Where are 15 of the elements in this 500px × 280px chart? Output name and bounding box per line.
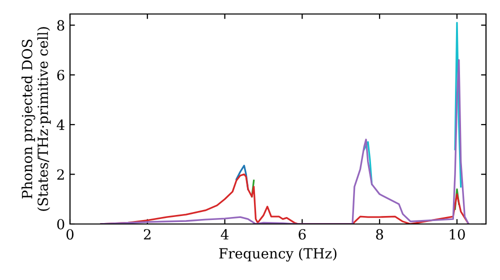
x-tick-label: 6 — [298, 229, 306, 240]
y-tick-label: 2 — [57, 169, 64, 180]
y-axis-title: Phonon projected DOS (States/THz·primitive cell) — [22, 27, 51, 211]
y-tick-label: 6 — [57, 70, 64, 80]
x-tick-label: 8 — [376, 229, 384, 240]
y-tick-label: 4 — [56, 120, 64, 130]
y-tick-label: 8 — [57, 20, 64, 31]
x-tick-label: 0 — [66, 229, 74, 240]
y-tick-label: 0 — [57, 218, 64, 230]
x-tick-label: 10 — [450, 229, 465, 240]
line-series — [100, 59, 470, 224]
x-tick-label: 2 — [144, 229, 150, 240]
line-series — [236, 164, 249, 190]
x-tick-label: 4 — [220, 229, 229, 240]
x-axis-title: Frequency (THz) — [219, 248, 336, 262]
